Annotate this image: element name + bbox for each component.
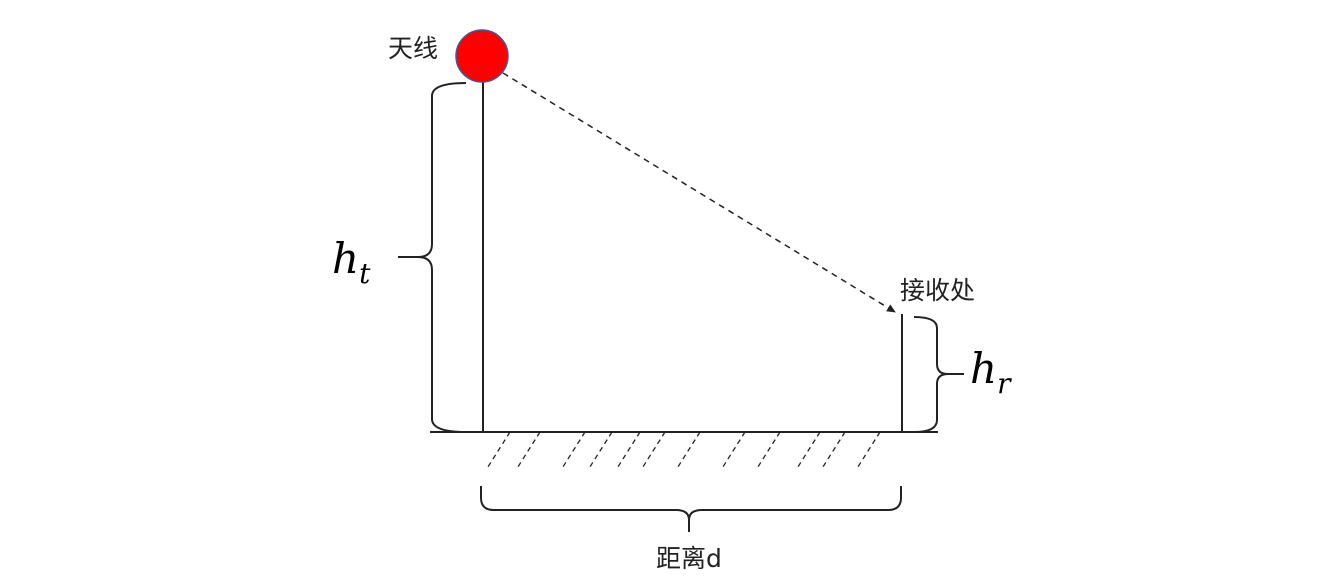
signal-ray xyxy=(502,72,896,313)
rx-height-sub: r xyxy=(997,367,1012,400)
antenna-icon xyxy=(455,29,509,83)
antenna-label: 天线 xyxy=(388,34,438,63)
rx-height-brace xyxy=(913,316,949,433)
tx-height-label: ht xyxy=(332,234,371,290)
distance-label: 距离d xyxy=(656,544,722,573)
tx-height-brace xyxy=(417,82,467,433)
rx-height-label: hr xyxy=(970,344,1012,400)
receiver-label: 接收处 xyxy=(900,276,975,305)
rx-height-base: h xyxy=(970,344,997,393)
tx-height-base: h xyxy=(332,234,359,283)
ground-hatching xyxy=(485,431,881,471)
tx-height-sub: t xyxy=(359,257,371,290)
distance-brace xyxy=(480,486,902,521)
